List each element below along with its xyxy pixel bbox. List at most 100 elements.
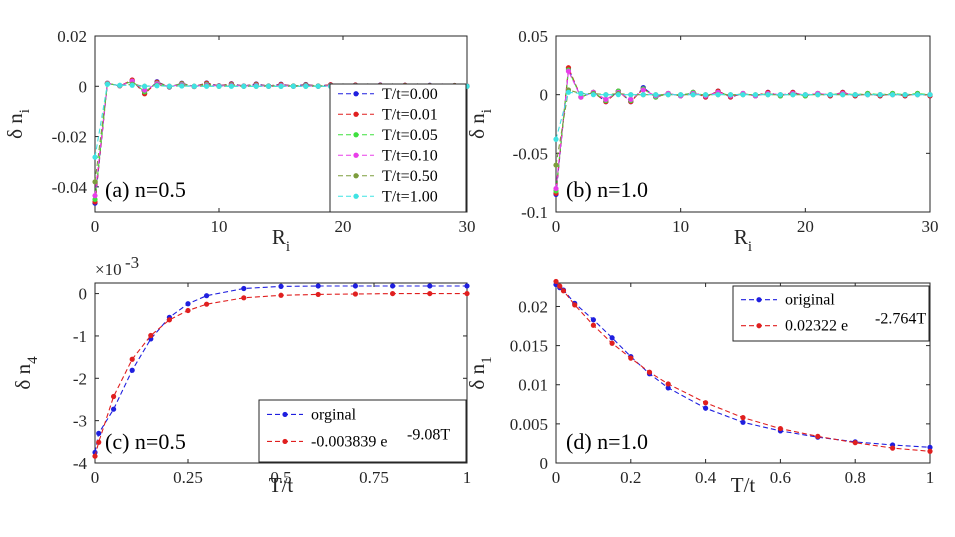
y-axis-label-main: δ n: [465, 363, 489, 389]
data-point-s0: [590, 317, 597, 323]
data-point-s5: [603, 92, 609, 98]
y-tick-label: 0.02: [57, 27, 87, 46]
y-tick-label: -0.1: [521, 203, 548, 222]
data-point-s5: [665, 92, 671, 98]
legend-entry-5: T/t=1.00: [382, 188, 438, 205]
x-axis-label: T/t: [731, 473, 756, 497]
data-point-s5: [129, 82, 135, 88]
y-tick-label: 0.02: [518, 297, 548, 316]
data-point-s1: [572, 302, 578, 308]
data-point-s5: [92, 154, 98, 160]
data-point-s1: [609, 340, 615, 346]
data-point-s5: [727, 92, 734, 98]
data-point-s5: [690, 92, 696, 98]
data-point-s1: [777, 425, 784, 432]
x-tick-label: 30: [459, 217, 476, 236]
x-tick-label: 0.4: [695, 468, 717, 487]
legend-entry-sup-1: -2.764T: [875, 311, 926, 328]
legend-box: [258, 399, 467, 463]
data-point-s1: [890, 445, 896, 451]
data-point-s5: [154, 83, 160, 89]
data-point-s1: [148, 332, 154, 339]
data-point-s3: [142, 87, 148, 93]
data-point-s5: [553, 136, 559, 142]
x-tick-label: 0.8: [845, 468, 866, 487]
data-point-s0: [96, 430, 102, 436]
legend-entry-2: T/t=0.05: [382, 127, 438, 144]
y-axis-label-sub: 4: [25, 356, 41, 364]
data-point-s1: [129, 356, 135, 362]
data-point-s0: [427, 283, 433, 289]
data-point-s5: [715, 92, 721, 98]
data-point-s5: [565, 89, 572, 95]
data-point-s0: [278, 283, 284, 289]
y-tick-label: 0.015: [510, 337, 548, 356]
data-point-s5: [777, 92, 784, 98]
data-point-s5: [740, 92, 746, 98]
data-point-s3: [553, 185, 559, 192]
data-point-s5: [902, 92, 908, 98]
data-point-s1: [185, 307, 191, 314]
y-axis-label: δ ni: [465, 109, 495, 139]
x-tick-label: 1: [463, 468, 472, 487]
data-point-s1: [646, 369, 653, 375]
axes-box: [555, 282, 931, 464]
data-point-s4: [553, 162, 559, 168]
data-point-s1: [464, 290, 470, 297]
legend-entry-0: original: [785, 292, 835, 309]
data-point-s5: [927, 92, 933, 98]
legend-marker-4: [353, 173, 359, 179]
data-point-s1: [740, 415, 746, 421]
y-tick-label: -0.02: [52, 128, 87, 147]
legend-marker-0: [756, 297, 762, 303]
legend-box: [732, 285, 930, 342]
x-axis-label-main: R: [734, 225, 748, 249]
y-tick-label: 0: [540, 454, 549, 473]
data-point-s1: [815, 433, 821, 439]
data-point-s5: [615, 92, 621, 98]
y-tick-label: -0.05: [513, 144, 548, 163]
legend-entry-3: T/t=0.10: [382, 147, 438, 164]
legend-entry-4: T/t=0.50: [382, 168, 438, 185]
data-point-s0: [129, 367, 135, 373]
data-point-s3: [565, 68, 572, 74]
data-point-s1: [560, 288, 567, 294]
x-axis-label: T/t: [269, 473, 294, 497]
data-point-s5: [142, 83, 148, 89]
y-axis-label: δ n4: [11, 356, 41, 390]
data-point-s5: [191, 83, 197, 89]
y-tick-label: 0: [540, 86, 549, 105]
data-point-s0: [241, 285, 247, 292]
x-tick-label: 0.2: [620, 468, 641, 487]
y-tick-label: -2: [73, 369, 87, 388]
x-tick-label: 0: [91, 468, 100, 487]
panel-label: (b) n=1.0: [566, 177, 648, 202]
data-point-s5: [628, 92, 634, 98]
data-point-s1: [352, 291, 358, 297]
x-tick-label: 30: [922, 217, 939, 236]
data-point-s5: [204, 83, 210, 89]
data-point-s1: [703, 400, 709, 406]
data-point-s2: [92, 196, 98, 203]
x-tick-label: 0: [552, 217, 561, 236]
data-point-s5: [827, 92, 833, 98]
data-point-s5: [765, 92, 771, 98]
data-point-s1: [241, 295, 247, 301]
y-axis-label-sub: i: [17, 109, 33, 113]
panel-c: 0 0.25 0.5 0.75 10-1-2-3-4×10 -3T/tδ n4(c) n=…: [11, 253, 471, 497]
x-tick-label: 10: [211, 217, 228, 236]
data-point-s1: [111, 393, 117, 400]
data-point-s5: [890, 92, 896, 98]
data-point-s5: [104, 81, 110, 87]
data-point-s5: [216, 83, 222, 89]
y-axis-label-main: δ n: [3, 113, 27, 139]
x-axis-label: Ri: [734, 225, 752, 255]
x-axis-label: Ri: [272, 225, 290, 255]
series-line-1: [555, 67, 931, 194]
legend-marker-0: [353, 91, 359, 97]
x-axis-label-main: R: [272, 225, 286, 249]
legend-marker-0: [282, 411, 288, 418]
